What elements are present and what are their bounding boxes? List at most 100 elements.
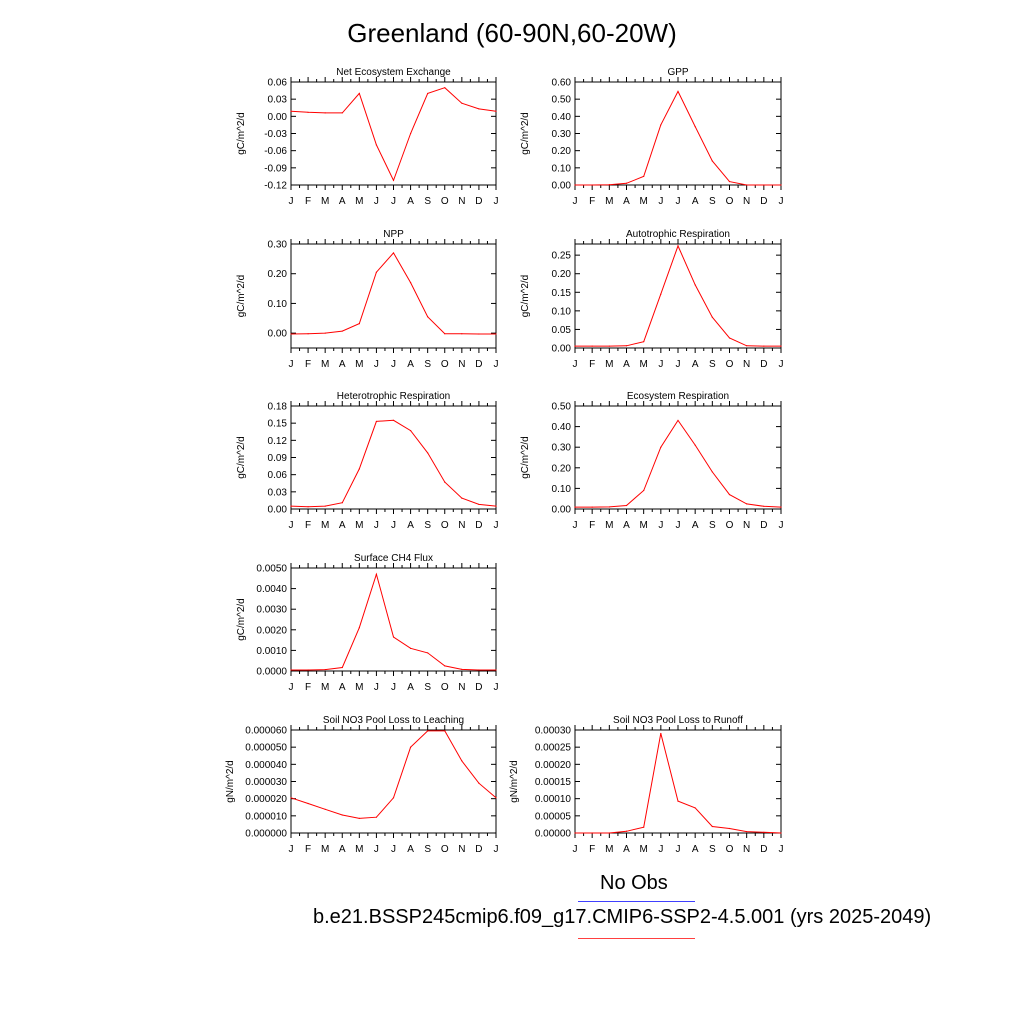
x-tick-label: M [605,196,613,207]
x-tick-label: M [321,682,329,693]
data-point [711,471,713,473]
series-line [290,87,497,182]
series-line [575,419,782,508]
y-axis-label: gC/m^2/d [236,112,247,155]
x-tick-label: O [726,196,734,207]
plot-frame [290,243,497,349]
x-tick-label: A [623,359,630,370]
x-tick-label: J [779,196,784,207]
x-tick-label: S [709,359,716,370]
y-tick-label: -0.12 [264,181,287,192]
data-point [392,179,395,182]
x-tick-label: S [424,520,431,531]
x-tick-label: M [355,520,363,531]
y-tick-label: 0.03 [268,95,288,106]
data-point [324,112,326,114]
x-tick-label: F [305,359,311,370]
x-tick-label: N [743,844,750,855]
data-point [409,282,412,284]
y-axis-label: gC/m^2/d [236,598,247,641]
plot-frame [574,243,782,349]
x-tick-label: O [726,520,734,531]
data-point [461,497,463,499]
x-tick-label: J [289,682,294,693]
data-point [324,505,326,507]
y-tick-label: 0.50 [552,95,572,106]
x-tick-label: S [709,196,716,207]
data-point [427,316,429,318]
x-tick-label: A [692,196,699,207]
plot-frame [574,81,782,186]
x-tick-label: A [339,520,346,531]
data-point [341,814,343,816]
x-tick-label: J [573,359,578,370]
x-tick-label: D [475,520,482,531]
data-point [358,323,360,325]
y-tick-label: 0.25 [552,251,572,262]
y-tick-label: 0.0020 [256,625,287,636]
data-point [746,831,748,833]
data-point [711,316,713,318]
x-tick-label: J [494,196,499,207]
data-point [780,345,782,347]
y-tick-label: 0.00030 [535,726,572,737]
x-tick-label: J [289,196,294,207]
x-tick-label: M [355,682,363,693]
data-point [780,832,782,834]
data-point [290,669,292,671]
x-tick-label: O [441,844,449,855]
y-tick-label: 0.0050 [256,564,287,575]
x-tick-label: A [339,196,346,207]
x-tick-label: N [743,359,750,370]
data-point [728,827,731,830]
y-tick-label: 0.00015 [535,777,572,788]
x-tick-label: J [391,682,396,693]
data-point [591,832,593,834]
x-tick-label: A [692,844,699,855]
data-point [307,669,309,671]
y-tick-label: 0.10 [552,306,572,317]
x-tick-label: A [623,520,630,531]
y-tick-label: 0.18 [268,402,288,413]
x-tick-label: J [676,520,681,531]
y-axis-label: gC/m^2/d [520,275,531,318]
x-tick-label: D [760,196,767,207]
y-axis-label: gN/m^2/d [225,760,236,803]
data-point [711,825,713,828]
y-tick-label: 0.000040 [245,760,287,771]
y-tick-label: 0.00 [268,329,288,340]
y-tick-label: 0.000030 [245,777,287,788]
data-point [358,627,360,629]
data-point [694,284,696,286]
data-point [307,111,309,113]
y-tick-label: 0.00020 [535,760,572,771]
x-tick-label: N [458,196,465,207]
y-tick-label: 0.0010 [256,646,287,657]
data-point [392,419,395,421]
data-point [643,341,645,343]
y-tick-label: 0.20 [552,146,572,157]
series-line [290,419,497,508]
data-point [444,481,446,483]
data-point [746,345,748,347]
x-tick-label: D [760,359,767,370]
y-axis-label: gC/m^2/d [236,275,247,318]
x-tick-label: S [424,196,431,207]
x-tick-label: J [494,359,499,370]
x-tick-label: F [589,359,595,370]
y-tick-label: 0.60 [552,78,572,89]
y-axis-label: gC/m^2/d [520,112,531,155]
data-point [444,87,446,89]
x-tick-label: O [726,844,734,855]
x-tick-label: F [305,844,311,855]
y-tick-label: 0.40 [552,422,572,433]
x-tick-label: J [676,844,681,855]
x-tick-label: M [639,196,647,207]
x-tick-label: M [355,196,363,207]
x-tick-label: M [605,520,613,531]
legend-model-line [578,938,695,939]
data-point [290,797,292,799]
data-point [341,112,343,114]
y-tick-label: -0.06 [264,146,287,157]
